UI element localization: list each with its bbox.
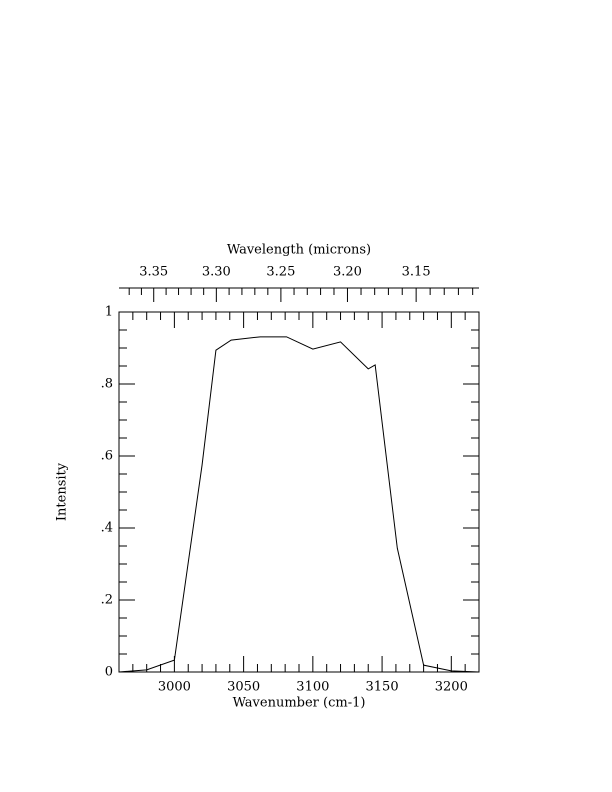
y-tick-label: 1 — [105, 305, 113, 320]
y-tick-label: .8 — [101, 377, 113, 392]
x2-tick-label: 3.15 — [402, 265, 431, 280]
y-tick-label: .2 — [101, 593, 113, 608]
y-axis-label: Intensity — [55, 462, 70, 521]
y-tick-label: .6 — [101, 449, 113, 464]
x2-tick-label: 3.20 — [333, 265, 362, 280]
x-tick-label: 3050 — [227, 680, 260, 695]
x2-tick-label: 3.25 — [266, 265, 295, 280]
plot-frame — [118, 311, 480, 673]
x2-tick-label: 3.35 — [139, 265, 168, 280]
x2-axis-label: Wavelength (microns) — [227, 243, 371, 258]
x-tick-label: 3200 — [435, 680, 468, 695]
data-line — [118, 336, 480, 673]
y-tick-label: 0 — [105, 665, 113, 680]
x2-tick-label: 3.30 — [202, 265, 231, 280]
x-tick-label: 3100 — [296, 680, 329, 695]
x-axis-label: Wavenumber (cm-1) — [233, 696, 366, 711]
x-tick-label: 3150 — [366, 680, 399, 695]
y-tick-label: .4 — [101, 521, 113, 536]
x-tick-label: 3000 — [158, 680, 191, 695]
